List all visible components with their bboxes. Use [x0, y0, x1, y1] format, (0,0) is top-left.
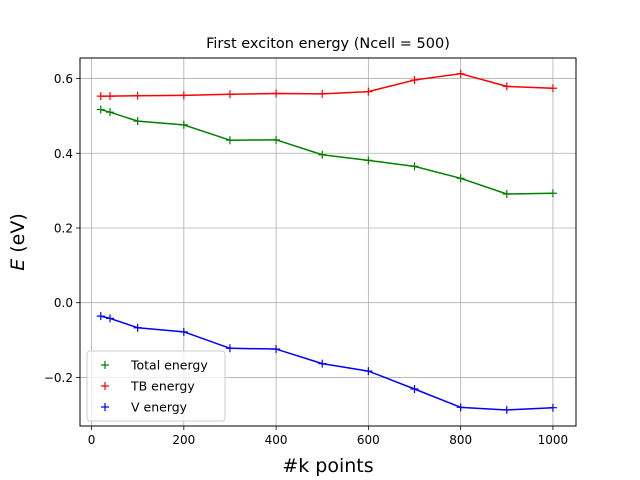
data-point	[364, 156, 373, 165]
x-axis-label: #k points	[282, 455, 373, 477]
series-line	[100, 108, 553, 195]
data-point	[272, 345, 281, 354]
data-point	[105, 108, 114, 117]
data-point	[548, 84, 557, 93]
data-point	[410, 162, 419, 171]
y-tick-label: 0.4	[54, 147, 73, 161]
series-line	[100, 315, 553, 411]
data-point	[225, 344, 234, 353]
legend-label: TB energy	[130, 379, 195, 394]
data-point	[133, 91, 142, 100]
data-point	[456, 174, 465, 183]
legend-marker	[101, 361, 109, 369]
axis-ticks: 0 200 400 600 800 1000 −0.2 0.0 0.2 0.4 0.6	[44, 72, 568, 447]
plot-frame	[79, 57, 577, 427]
data-point	[105, 314, 114, 323]
data-point	[502, 405, 511, 414]
y-axis-label-unit: (eV)	[7, 213, 29, 259]
series-tb-energy	[96, 69, 557, 101]
data-point	[105, 92, 114, 101]
legend: Total energy TB energy V energy	[86, 350, 226, 422]
legend-label: V energy	[131, 400, 188, 415]
y-axis-label-symbol: E	[7, 259, 29, 271]
data-point	[179, 327, 188, 336]
legend-entries: Total energy TB energy V energy	[101, 358, 208, 415]
data-point	[96, 92, 105, 101]
y-tick-label: 0.2	[54, 221, 73, 235]
data-point	[96, 105, 105, 114]
data-point	[456, 69, 465, 78]
legend-marker	[101, 382, 109, 390]
y-tick-label: 0.6	[54, 72, 73, 86]
data-point	[456, 403, 465, 412]
series-total-energy	[96, 105, 557, 198]
data-point	[364, 367, 373, 376]
data-point	[548, 189, 557, 198]
legend-label: Total energy	[130, 358, 208, 373]
data-point	[410, 385, 419, 394]
x-tick-label: 600	[357, 433, 380, 447]
y-axis-label: E (eV)	[7, 213, 29, 271]
data-point	[96, 312, 105, 321]
data-point	[272, 135, 281, 144]
data-point	[318, 359, 327, 368]
legend-marker	[101, 403, 109, 411]
series-layer	[96, 69, 557, 414]
y-tick-label: −0.2	[44, 371, 73, 385]
data-point	[272, 89, 281, 98]
data-point	[133, 323, 142, 332]
data-point	[225, 136, 234, 145]
x-tick-label: 1000	[538, 433, 569, 447]
legend-box	[86, 350, 226, 422]
y-tick-label: 0.0	[54, 296, 73, 310]
data-point	[225, 90, 234, 99]
data-point	[318, 150, 327, 159]
data-point	[179, 120, 188, 129]
data-point	[364, 87, 373, 96]
x-tick-label: 800	[449, 433, 472, 447]
data-point	[548, 403, 557, 412]
data-point	[318, 89, 327, 98]
data-point	[502, 82, 511, 91]
data-point	[179, 91, 188, 100]
data-point	[502, 189, 511, 198]
chart-title: First exciton energy (Ncell = 500)	[206, 36, 450, 52]
series-v-energy	[96, 312, 557, 414]
data-point	[410, 76, 419, 85]
x-tick-label: 400	[265, 433, 288, 447]
series-line	[100, 72, 553, 97]
x-tick-label: 0	[88, 433, 96, 447]
x-tick-label: 200	[172, 433, 195, 447]
data-point	[133, 117, 142, 126]
